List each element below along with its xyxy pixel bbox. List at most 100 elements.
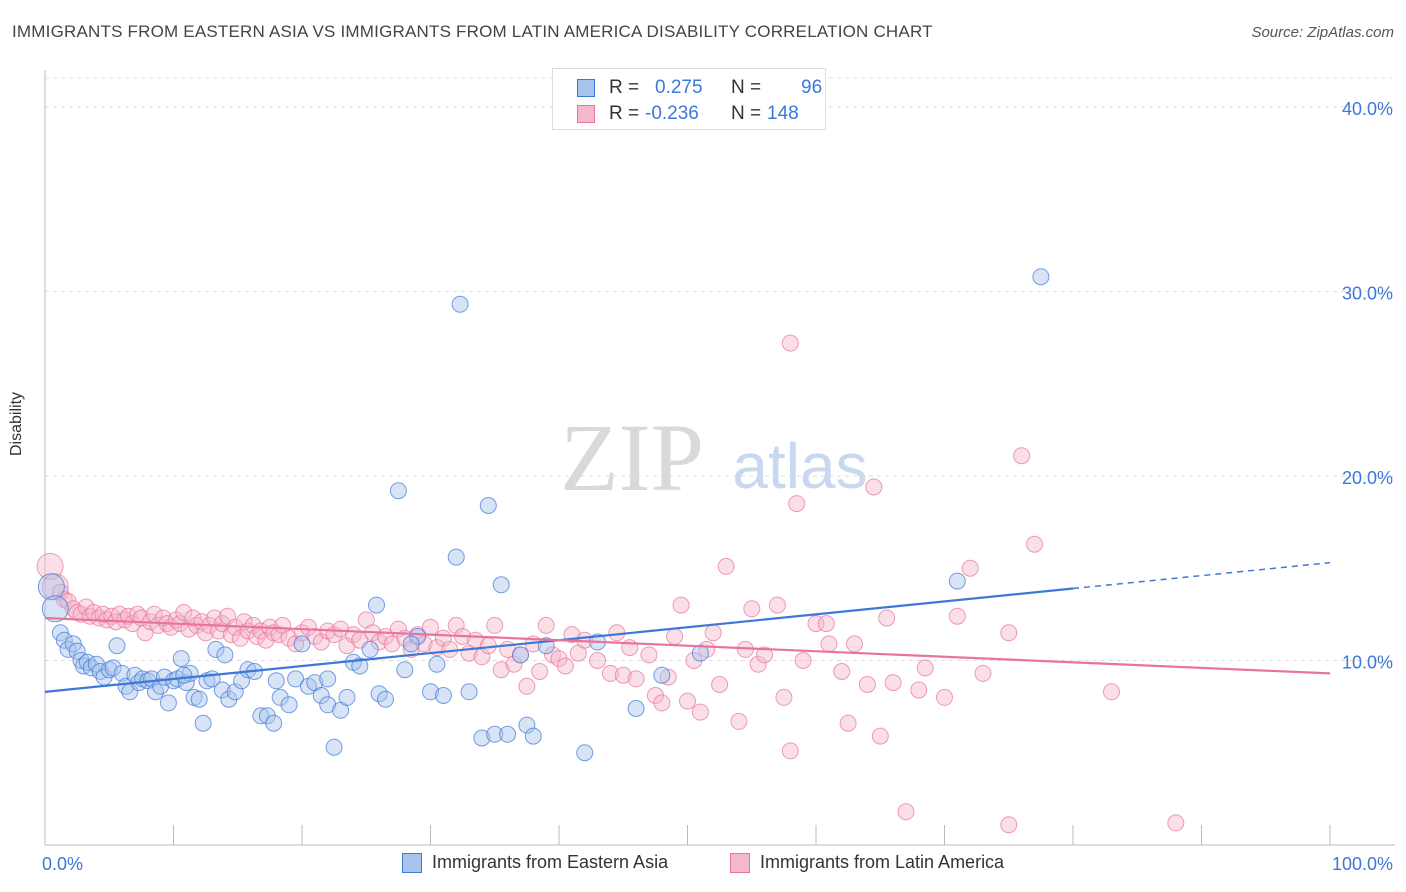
point-latin-america — [36, 552, 64, 580]
point-latin-america — [788, 495, 806, 513]
point-latin-america — [280, 629, 298, 647]
point-eastern-asia — [492, 576, 510, 594]
axes — [44, 70, 1395, 846]
point-eastern-asia — [252, 707, 270, 725]
point-eastern-asia — [175, 666, 193, 684]
point-latin-america — [1013, 447, 1031, 465]
point-eastern-asia — [293, 635, 311, 653]
point-eastern-asia — [691, 644, 709, 662]
point-eastern-asia — [653, 666, 671, 684]
point-latin-america — [306, 628, 324, 645]
grid-lines — [45, 77, 1395, 661]
tick-labels: 10.0% 20.0% 30.0% 40.0% 0.0% 100.0% — [42, 99, 1393, 874]
legend-label: Immigrants from Latin America — [760, 852, 1005, 872]
point-latin-america — [807, 615, 825, 633]
point-latin-america — [871, 727, 889, 745]
watermark-atlas: atlas — [732, 430, 867, 502]
legend-swatch-blue — [402, 853, 422, 873]
point-eastern-asia — [68, 642, 86, 660]
point-latin-america — [775, 688, 793, 706]
point-latin-america — [531, 663, 549, 680]
series-eastern-asia-points — [37, 268, 1050, 762]
point-latin-america — [666, 628, 684, 645]
point-latin-america — [601, 664, 619, 682]
r-value: 0.275 — [655, 77, 703, 98]
point-latin-america — [383, 635, 401, 653]
point-eastern-asia — [627, 700, 645, 717]
point-eastern-asia — [226, 683, 244, 701]
y-tick-label: 20.0% — [1342, 468, 1393, 488]
point-eastern-asia — [265, 714, 283, 732]
point-latin-america — [961, 559, 979, 577]
point-latin-america — [820, 635, 838, 653]
point-eastern-asia — [377, 690, 394, 708]
point-eastern-asia — [287, 670, 305, 688]
point-latin-america — [743, 600, 761, 618]
point-latin-america — [730, 712, 748, 730]
point-latin-america — [948, 607, 966, 625]
point-latin-america — [299, 618, 317, 636]
point-eastern-asia — [113, 664, 131, 682]
point-eastern-asia — [319, 696, 337, 714]
point-latin-america — [916, 659, 934, 677]
legend-swatch-pink — [730, 853, 750, 873]
point-eastern-asia — [422, 683, 439, 701]
point-latin-america — [974, 664, 992, 682]
y-tick-label: 40.0% — [1342, 99, 1393, 119]
point-eastern-asia — [396, 661, 414, 679]
point-latin-america — [537, 616, 555, 634]
point-eastern-asia — [280, 696, 298, 714]
point-latin-america — [136, 624, 154, 642]
point-latin-america — [338, 637, 356, 655]
point-latin-america — [486, 616, 504, 634]
point-latin-america — [1000, 624, 1018, 642]
legend-swatch-blue — [577, 79, 595, 97]
point-eastern-asia — [518, 716, 536, 734]
legend-swatch-pink — [577, 105, 595, 123]
trend-lines — [44, 561, 1331, 693]
point-latin-america — [312, 633, 330, 651]
chart-title: IMMIGRANTS FROM EASTERN ASIA VS IMMIGRAN… — [12, 22, 933, 41]
point-latin-america — [833, 663, 851, 680]
point-eastern-asia — [948, 572, 966, 590]
point-latin-america — [614, 666, 632, 684]
x-tick-label: 0.0% — [42, 854, 83, 874]
n-label: N = — [731, 103, 762, 124]
point-latin-america — [1167, 814, 1185, 832]
point-eastern-asia — [512, 646, 529, 664]
point-eastern-asia — [55, 631, 73, 649]
point-latin-america — [447, 616, 465, 634]
x-tick-label: 100.0% — [1332, 854, 1393, 874]
point-eastern-asia — [213, 681, 231, 699]
n-value: 96 — [801, 77, 823, 98]
point-eastern-asia — [1032, 268, 1050, 286]
point-latin-america — [711, 676, 729, 693]
point-latin-america — [897, 803, 915, 821]
point-latin-america — [270, 626, 288, 644]
point-latin-america — [640, 646, 658, 664]
point-eastern-asia — [216, 646, 234, 664]
watermark-zip: ZIP — [560, 404, 704, 511]
point-latin-america — [865, 478, 883, 496]
point-eastern-asia — [361, 640, 379, 658]
point-latin-america — [839, 714, 857, 732]
point-eastern-asia — [152, 677, 170, 695]
point-latin-america — [756, 646, 774, 664]
point-latin-america — [332, 620, 350, 638]
point-latin-america — [672, 596, 690, 614]
point-eastern-asia — [434, 687, 452, 704]
point-eastern-asia — [312, 687, 330, 704]
trend-line-latin-america — [44, 616, 1331, 675]
point-eastern-asia — [486, 725, 504, 743]
point-latin-america — [781, 334, 799, 352]
point-latin-america — [518, 677, 536, 695]
point-eastern-asia — [524, 727, 542, 745]
point-eastern-asia — [104, 659, 122, 677]
point-latin-america — [717, 557, 735, 575]
point-eastern-asia — [108, 637, 126, 655]
point-latin-america — [878, 609, 896, 627]
point-latin-america — [1000, 816, 1018, 834]
point-eastern-asia — [159, 694, 177, 712]
point-eastern-asia — [389, 482, 407, 500]
point-eastern-asia — [576, 744, 594, 762]
